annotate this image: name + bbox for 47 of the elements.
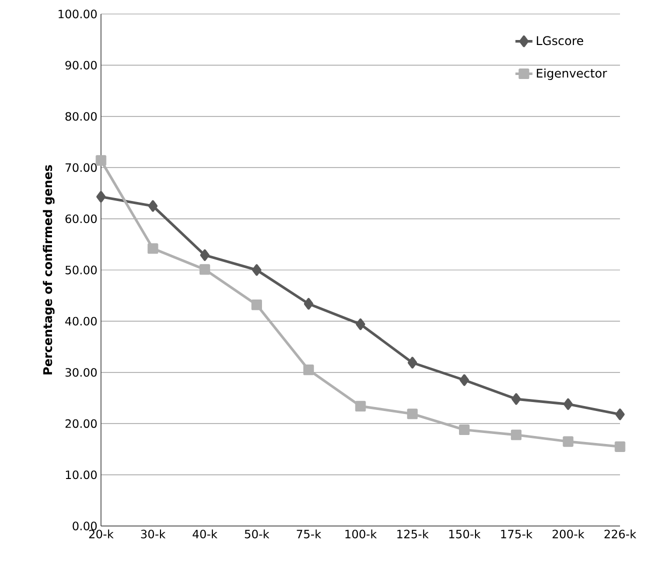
point [303, 364, 314, 376]
point [200, 264, 210, 275]
point [407, 408, 418, 420]
legend-label: LGscore [536, 36, 584, 46]
y-tick-label: 90.00 [65, 60, 97, 70]
point [615, 408, 625, 420]
y-tick-label: 20.00 [66, 419, 97, 428]
x-tick-label: 100-k [345, 530, 377, 538]
point [96, 155, 106, 166]
point [356, 318, 366, 330]
y-axis-title: Percentage of confirmed genes [42, 165, 55, 374]
point [355, 400, 366, 412]
point [408, 356, 418, 368]
point [96, 190, 106, 203]
x-tick-label: 30-k [141, 530, 166, 538]
x-tick-label: 226-k [604, 530, 636, 538]
x-tick-label: 150-k [449, 530, 481, 538]
y-tick-label: 50.00 [66, 266, 97, 274]
x-tick-label: 200-k [552, 530, 584, 538]
y-tick-label: 70.00 [66, 163, 97, 172]
y-tick-label: 100.00 [58, 10, 97, 18]
x-tick-label: 20-k [89, 530, 114, 538]
point [562, 436, 574, 447]
y-tick-label: 0.00 [72, 522, 97, 530]
y-tick-label: 30.00 [66, 368, 97, 377]
point [148, 200, 158, 212]
point [252, 264, 262, 276]
point [460, 374, 469, 386]
point [304, 298, 314, 310]
point [563, 398, 573, 410]
legend-label: Eigenvector [536, 68, 608, 80]
x-tick-label: 40-k [192, 530, 218, 538]
point [510, 430, 522, 440]
y-tick-label: 40.00 [65, 316, 97, 326]
y-tick-label: 60.00 [65, 214, 97, 224]
x-tick-label: 50-k [244, 530, 270, 538]
point [200, 249, 210, 261]
x-tick-label: 75-k [296, 530, 322, 538]
point [251, 300, 262, 310]
x-tick-label: 125-k [397, 530, 429, 538]
y-tick-label: 80.00 [65, 112, 97, 121]
x-tick-label: 175-k [501, 530, 532, 538]
point [512, 393, 521, 405]
y-tick-label: 10.00 [66, 470, 97, 480]
point [148, 243, 158, 254]
point [614, 441, 626, 452]
point [459, 424, 470, 436]
